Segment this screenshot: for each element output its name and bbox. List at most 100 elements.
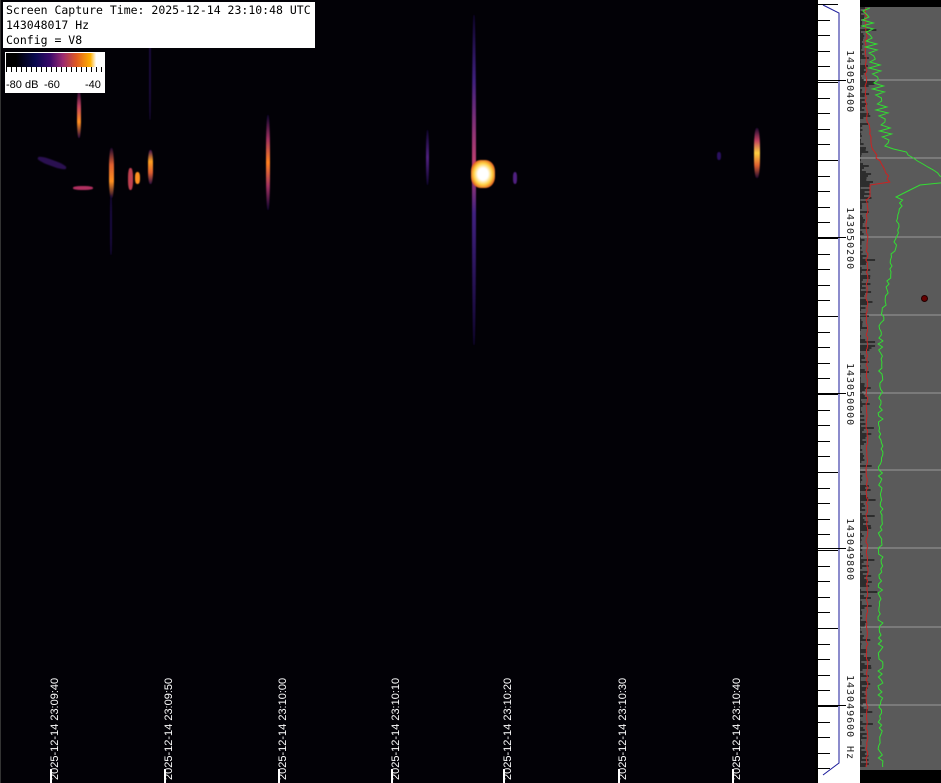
color-label-mid: -60: [44, 79, 60, 91]
freq-tick: [818, 316, 838, 317]
freq-label: 143050000: [844, 363, 855, 427]
scale-edge: [815, 0, 818, 783]
current-spectrum-trace: [860, 7, 941, 768]
freq-tick: [818, 488, 830, 489]
freq-tick: [818, 753, 830, 754]
average-spectrum-trace: [864, 7, 891, 768]
freq-tick: [818, 98, 830, 99]
signal-trace: [266, 115, 270, 210]
freq-tick: [818, 534, 830, 535]
time-label: 2025-12-14 23:10:30: [617, 677, 629, 780]
freq-tick: [818, 222, 830, 223]
freq-tick: [818, 644, 830, 645]
freq-tick: [818, 441, 830, 442]
signal-trace: [471, 160, 495, 188]
capture-info-box: Screen Capture Time: 2025-12-14 23:10:48…: [3, 2, 315, 48]
frequency-scale[interactable]: 143050400 143050200 143050000 143049800 1430…: [815, 0, 860, 783]
marker-dot: [921, 295, 928, 302]
spectrum-plot: [860, 0, 941, 783]
color-label-max: -40: [85, 79, 101, 91]
freq-tick: [818, 597, 830, 598]
signal-trace: [754, 128, 760, 178]
freq-tick: [818, 51, 830, 52]
center-frequency: 143048017 Hz: [6, 18, 90, 32]
freq-tick: [818, 472, 838, 473]
signal-trace: [110, 195, 112, 255]
freq-tick: [818, 129, 830, 130]
freq-tick: [818, 690, 830, 691]
time-label: 2025-12-14 23:10:20: [502, 677, 514, 780]
time-tick: [164, 769, 166, 783]
signal-trace: [109, 148, 114, 198]
signal-trace: [426, 130, 429, 185]
time-label: 2025-12-14 23:10:00: [277, 677, 289, 780]
config-label: Config = V8: [6, 33, 83, 47]
freq-label: 143049600: [844, 675, 855, 739]
spectrum-panel[interactable]: [860, 0, 941, 783]
signal-trace: [73, 186, 93, 190]
freq-tick: [818, 300, 830, 301]
color-scale-ticks: [6, 67, 104, 72]
freq-tick: [818, 722, 830, 723]
scale-bracket: [822, 4, 840, 776]
capture-time: Screen Capture Time: 2025-12-14 23:10:48…: [6, 3, 311, 17]
freq-tick: [818, 628, 838, 629]
freq-tick: [818, 207, 830, 208]
freq-label: 143050400: [844, 50, 855, 114]
time-label: 2025-12-14 23:10:40: [731, 677, 743, 780]
freq-label: 143049800: [844, 518, 855, 582]
freq-tick: [818, 675, 830, 676]
time-tick: [618, 769, 620, 783]
freq-tick: [818, 519, 830, 520]
freq-tick: [818, 410, 830, 411]
freq-tick: [818, 394, 838, 395]
freq-tick: [818, 659, 830, 660]
freq-tick: [818, 456, 830, 457]
time-tick: [391, 769, 393, 783]
freq-tick: [818, 378, 830, 379]
freq-tick: [818, 363, 830, 364]
signal-trace: [135, 172, 140, 184]
time-tick: [278, 769, 280, 783]
time-tick: [732, 769, 734, 783]
freq-tick: [818, 35, 830, 36]
freq-tick: [818, 254, 830, 255]
freq-tick: [818, 144, 830, 145]
signal-trace: [513, 172, 517, 184]
signal-trace: [148, 150, 153, 184]
freq-tick: [818, 176, 830, 177]
freq-tick: [818, 347, 830, 348]
freq-label: 143050200: [844, 207, 855, 271]
time-tick: [503, 769, 505, 783]
freq-tick: [818, 113, 830, 114]
freq-tick: [818, 332, 830, 333]
color-label-min: -80 dB: [6, 79, 39, 91]
signal-trace: [717, 152, 721, 160]
freq-major-tick: [818, 393, 846, 394]
color-scale-legend: -80 dB -60 -40: [5, 52, 105, 93]
signal-trace: [149, 20, 151, 120]
freq-tick: [818, 160, 838, 161]
freq-tick: [818, 269, 830, 270]
time-label: 2025-12-14 23:09:50: [163, 677, 175, 780]
freq-tick: [818, 706, 838, 707]
freq-tick: [818, 612, 830, 613]
freq-major-tick: [818, 80, 846, 81]
freq-tick: [818, 238, 838, 239]
freq-major-tick: [818, 237, 846, 238]
time-tick: [50, 769, 52, 783]
freq-tick: [818, 566, 830, 567]
freq-unit: Hz: [844, 746, 855, 761]
freq-tick: [818, 503, 830, 504]
signal-trace: [36, 155, 68, 171]
signal-trace: [128, 168, 133, 190]
waterfall-spectrogram[interactable]: Screen Capture Time: 2025-12-14 23:10:48…: [0, 0, 815, 783]
color-gradient: [6, 53, 104, 67]
freq-tick: [818, 82, 838, 83]
freq-tick: [818, 581, 830, 582]
freq-tick: [818, 20, 830, 21]
time-label: 2025-12-14 23:09:40: [49, 677, 61, 780]
freq-tick: [818, 66, 830, 67]
time-label: 2025-12-14 23:10:10: [390, 677, 402, 780]
freq-tick: [818, 285, 830, 286]
